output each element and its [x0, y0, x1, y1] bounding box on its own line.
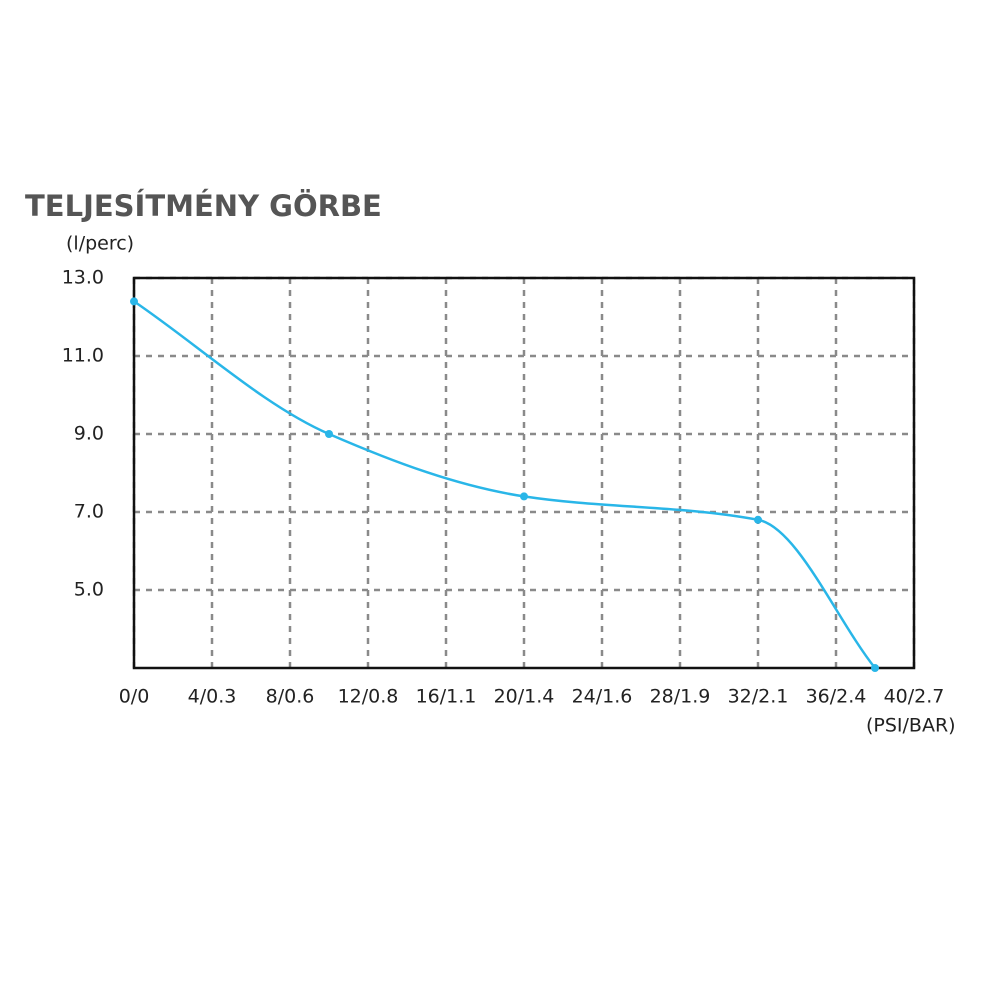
- x-tick-label: 20/1.4: [494, 686, 555, 708]
- x-tick-label: 8/0.6: [266, 686, 315, 708]
- x-tick-label: 4/0.3: [188, 686, 237, 708]
- point: [130, 297, 138, 306]
- x-tick-label: 12/0.8: [338, 686, 399, 708]
- x-tick-label: 40/2.7: [884, 686, 945, 708]
- x-axis-label: (PSI/BAR): [866, 715, 956, 737]
- point: [871, 664, 879, 672]
- y-tick-label: 11.0: [62, 345, 104, 367]
- y-tick-label: 7.0: [74, 501, 104, 523]
- point: [754, 515, 762, 524]
- plot-border: [132, 276, 916, 670]
- x-tick-label: 16/1.1: [416, 686, 477, 708]
- point: [325, 430, 333, 438]
- y-tick-label: 13.0: [62, 267, 104, 289]
- point: [520, 492, 528, 501]
- y-tick-label: 5.0: [74, 579, 104, 601]
- chart-title: TELJESÍTMÉNY GÖRBE: [25, 189, 382, 223]
- x-tick-label: 0/0: [119, 686, 150, 708]
- x-tick-label: 32/2.1: [728, 686, 789, 708]
- y-axis-label: (l/perc): [66, 233, 134, 255]
- x-tick-label: 36/2.4: [806, 686, 867, 708]
- x-tick-label: 28/1.9: [650, 686, 711, 708]
- x-tick-label: 24/1.6: [572, 686, 633, 708]
- y-tick-label: 9.0: [74, 423, 104, 445]
